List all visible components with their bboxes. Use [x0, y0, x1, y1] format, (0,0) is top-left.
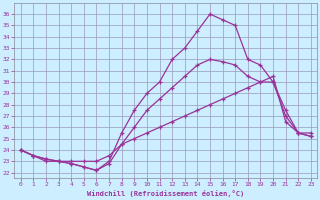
- X-axis label: Windchill (Refroidissement éolien,°C): Windchill (Refroidissement éolien,°C): [87, 190, 244, 197]
